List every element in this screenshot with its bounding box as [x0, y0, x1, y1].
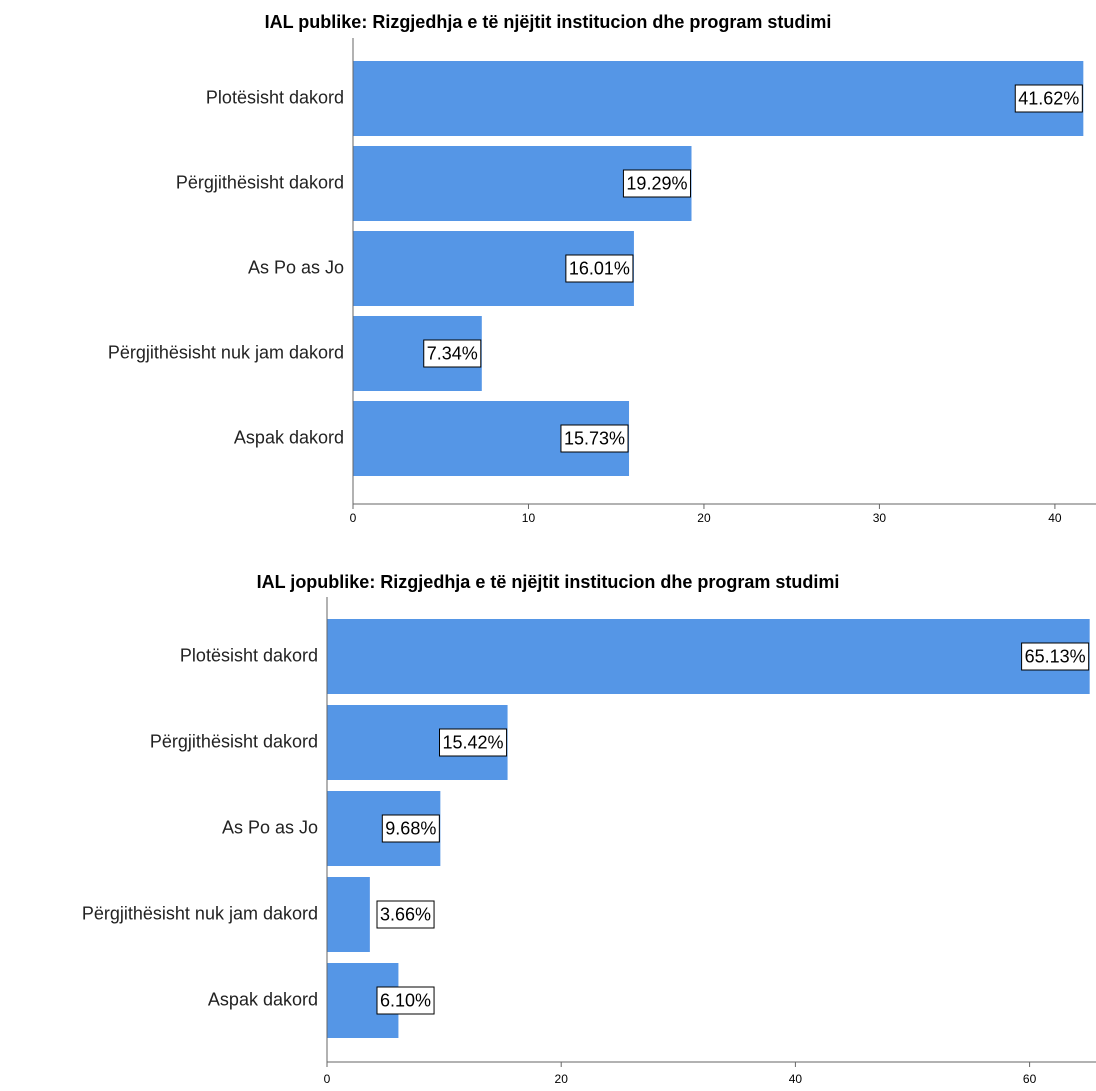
value-label-box: [560, 424, 629, 453]
value-label-box: [376, 986, 435, 1015]
value-label: 6.10%: [380, 990, 431, 1010]
value-label: 19.29%: [626, 173, 687, 193]
value-label-box: [439, 728, 508, 757]
category-label: Përgjithësisht nuk jam dakord: [82, 903, 318, 923]
category-label: Plotësisht dakord: [180, 645, 318, 665]
category-label: Përgjithësisht dakord: [176, 172, 344, 192]
x-tick-label: 20: [555, 1072, 569, 1086]
value-label: 9.68%: [385, 818, 436, 838]
category-label: Aspak dakord: [208, 989, 318, 1009]
x-tick-label: 60: [1023, 1072, 1037, 1086]
value-label: 41.62%: [1018, 88, 1079, 108]
value-label-box: [622, 169, 691, 198]
x-tick-label: 0: [324, 1072, 331, 1086]
category-label: Përgjithësisht nuk jam dakord: [108, 342, 344, 362]
category-label: Plotësisht dakord: [206, 87, 344, 107]
value-label: 65.13%: [1025, 646, 1086, 666]
x-tick-label: 40: [1048, 511, 1062, 525]
category-label: Aspak dakord: [234, 427, 344, 447]
x-tick-label: 0: [350, 511, 357, 525]
value-label: 15.73%: [564, 428, 625, 448]
value-label: 16.01%: [569, 258, 630, 278]
bar-chart-private: Plotësisht dakord 65.13% Përgjithësisht da…: [82, 597, 1096, 1086]
x-tick-label: 30: [873, 511, 887, 525]
chart-public: IAL publike: Rizgjedhja e të njëjtit ins…: [0, 0, 1096, 540]
category-label: As Po as Jo: [222, 817, 318, 837]
value-label-box: [1021, 642, 1090, 671]
bar: [353, 61, 1084, 136]
bar: [327, 877, 370, 952]
value-label-box: [423, 339, 482, 368]
category-label: Përgjithësisht dakord: [150, 731, 318, 751]
category-label: As Po as Jo: [248, 257, 344, 277]
bar-chart-public: Plotësisht dakord 41.62% Përgjithësisht da…: [108, 38, 1096, 525]
value-label: 15.42%: [443, 732, 504, 752]
bar: [327, 619, 1090, 694]
value-label-box: [381, 814, 440, 843]
x-tick-label: 40: [789, 1072, 803, 1086]
value-label: 3.66%: [380, 904, 431, 924]
chart-title: IAL jopublike: Rizgjedhja e të njëjtit i…: [256, 572, 840, 592]
x-tick-label: 20: [697, 511, 711, 525]
value-label-box: [376, 900, 435, 929]
value-label-box: [565, 254, 634, 283]
x-tick-label: 10: [522, 511, 536, 525]
chart-title: IAL publike: Rizgjedhja e të njëjtit ins…: [264, 12, 832, 32]
chart-private: IAL jopublike: Rizgjedhja e të njëjtit i…: [0, 560, 1096, 1091]
value-label-box: [1014, 84, 1083, 113]
value-label: 7.34%: [427, 343, 478, 363]
